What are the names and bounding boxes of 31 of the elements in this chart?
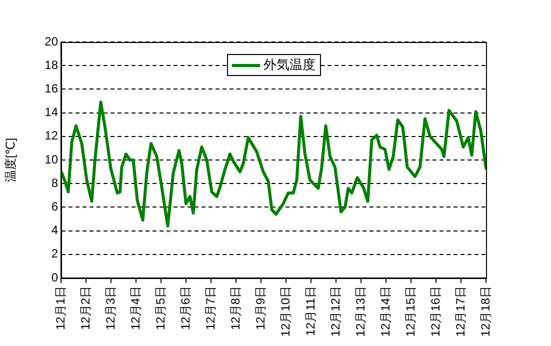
x-tick-label: 12月14日 [378, 286, 392, 337]
y-tick-label: 4 [51, 223, 58, 238]
y-tick-label: 12 [44, 128, 58, 143]
y-tick-label: 18 [44, 58, 58, 72]
x-tick-label: 12月15日 [403, 286, 418, 337]
y-tick-label: 0 [51, 270, 58, 284]
y-tick-label: 16 [44, 82, 58, 96]
x-tick-label: 12月18日 [478, 286, 492, 337]
x-tick-label: 12月8日 [228, 286, 242, 330]
x-tick-label: 12月5日 [153, 286, 168, 330]
x-tick-label: 12月9日 [253, 286, 268, 330]
y-tick-label: 10 [44, 152, 58, 166]
x-tick-label: 12月3日 [103, 286, 118, 330]
y-tick-label: 20 [44, 34, 58, 48]
x-tick-label: 12月11日 [303, 286, 318, 336]
x-tick-label: 12月1日 [53, 286, 68, 330]
x-tick-label: 12月10日 [278, 286, 292, 337]
x-tick-label: 12月2日 [78, 286, 92, 330]
x-tick-label: 12月17日 [453, 286, 468, 337]
x-tick-label: 12月7日 [203, 286, 218, 330]
y-axis-title: 温度[℃] [4, 138, 18, 182]
x-tick-label: 12月6日 [178, 286, 192, 330]
legend-label: 外気温度 [264, 56, 316, 74]
y-tick-label: 8 [51, 176, 58, 190]
x-tick-label: 12月16日 [428, 286, 442, 337]
y-tick-label: 6 [51, 200, 58, 214]
x-tick-label: 12月12日 [328, 286, 342, 337]
y-tick-label: 2 [51, 246, 58, 261]
x-tick-label: 12月4日 [128, 286, 142, 330]
x-tick-label: 12月13日 [353, 286, 368, 337]
y-tick-label: 14 [44, 105, 58, 120]
